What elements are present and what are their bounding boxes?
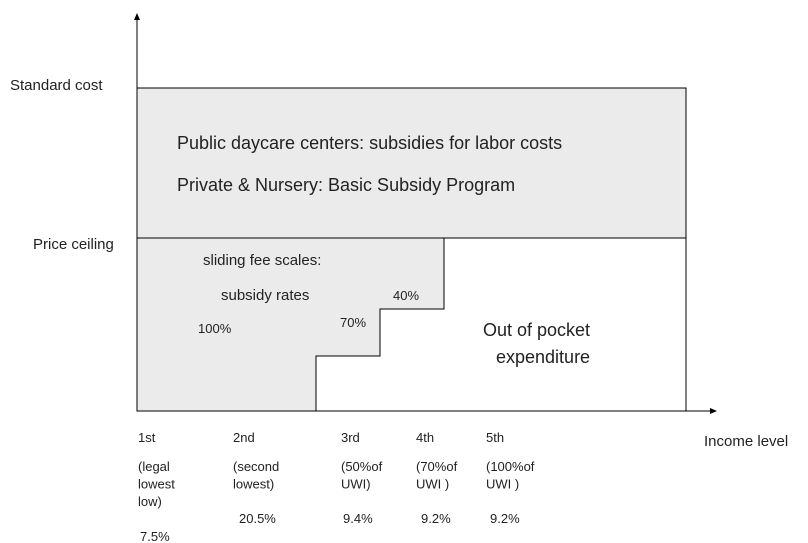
rate: 40% [393, 288, 419, 303]
description: (70%of [416, 459, 458, 474]
description: UWI) [341, 477, 371, 492]
upper-text: Public daycare centers: subsidies for la… [177, 133, 562, 153]
y-label: Price ceiling [33, 236, 114, 253]
upper-box [136, 87, 687, 239]
description: UWI ) [416, 477, 449, 492]
pocket-text: expenditure [496, 347, 590, 367]
rank: 3rd [341, 430, 360, 445]
rank: 2nd [233, 430, 255, 445]
x-label: Income level [704, 433, 788, 450]
description: lowest) [233, 477, 274, 492]
income-groups: 1st (legal lowest low) 7.5% 2nd (second lowest)… [138, 430, 535, 543]
rate: 100% [198, 321, 232, 336]
description: low) [138, 494, 162, 509]
y-label: Standard cost [10, 77, 103, 94]
description: UWI ) [486, 477, 519, 492]
rank: 1st [138, 430, 156, 445]
share: 20.5% [239, 511, 276, 526]
description: lowest [138, 477, 175, 492]
share: 7.5% [140, 529, 170, 543]
description: (100%of [486, 459, 535, 474]
upper-text: Private & Nursery: Basic Subsidy Program [177, 175, 515, 195]
rate: 70% [340, 315, 366, 330]
description: (legal [138, 459, 170, 474]
share: 9.4% [343, 511, 373, 526]
rank: 4th [416, 430, 434, 445]
sliding-text: sliding fee scales: [203, 252, 321, 269]
share: 9.2% [490, 511, 520, 526]
pocket-text: Out of pocket [483, 320, 590, 340]
rank: 5th [486, 430, 504, 445]
description: (second [233, 459, 279, 474]
description: (50%of [341, 459, 383, 474]
share: 9.2% [421, 511, 451, 526]
sliding-text: subsidy rates [221, 287, 309, 304]
